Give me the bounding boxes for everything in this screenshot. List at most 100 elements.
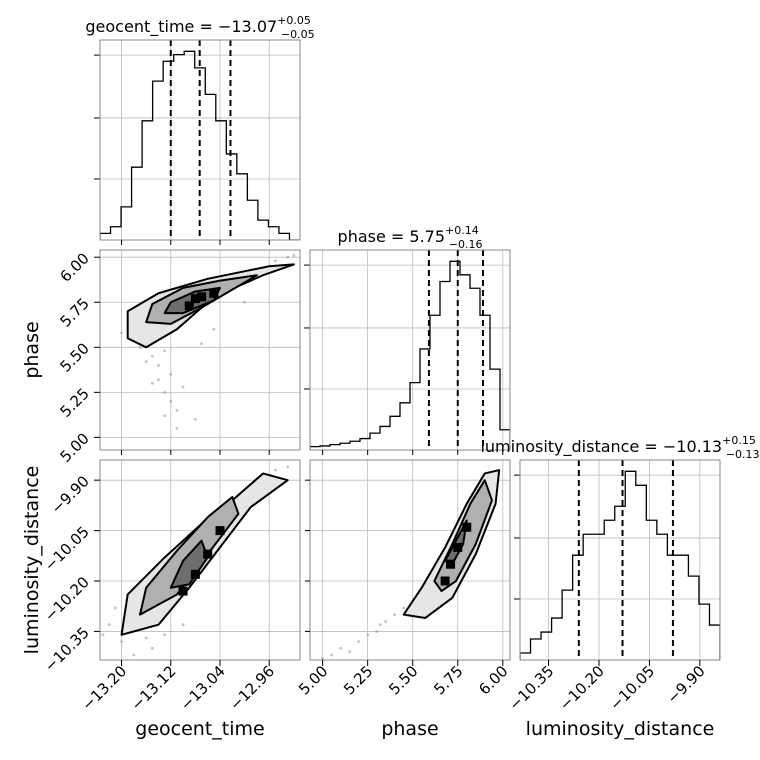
sample-point <box>169 372 173 376</box>
title-err-plus: +0.05 <box>277 14 311 27</box>
y-tick-label: 5.75 <box>56 294 92 330</box>
sample-point <box>101 633 105 637</box>
scatter-content <box>310 460 510 660</box>
scatter-content <box>100 250 300 450</box>
sample-point <box>357 640 361 643</box>
x-tick-label: 5.00 <box>295 662 331 698</box>
histogram-frame <box>309 249 511 451</box>
sample-point <box>321 656 325 660</box>
title-err-plus: +0.15 <box>722 434 756 447</box>
x-tick-label: −10.20 <box>556 662 608 714</box>
scatter-frame <box>99 249 301 451</box>
sample-point <box>144 360 148 364</box>
histogram-frame <box>99 39 301 241</box>
density-peak <box>190 294 200 304</box>
density-peak <box>178 586 188 596</box>
title-err-minus: −0.13 <box>726 448 760 461</box>
title-text: geocent_time = −13.07 <box>85 17 277 37</box>
x-tick-label: 5.25 <box>340 662 376 698</box>
sample-point <box>163 414 167 418</box>
scatter-panel-phase-luminosity_distance <box>310 460 510 660</box>
x-tick-label: 5.75 <box>430 662 466 698</box>
histogram-title: phase = 5.75+0.14 −0.16 <box>338 224 483 251</box>
sample-point <box>157 378 160 382</box>
scatter-panel-geocent_time-luminosity_distance <box>100 460 300 660</box>
sample-point <box>163 633 167 637</box>
density-peak <box>215 526 225 536</box>
sample-point <box>169 399 173 403</box>
histogram-frame <box>519 459 721 661</box>
sample-point <box>150 354 154 358</box>
title-err-minus: −0.16 <box>449 238 483 251</box>
density-peak <box>462 522 472 532</box>
title-text: phase = 5.75 <box>338 227 445 246</box>
sample-point <box>157 363 160 367</box>
x-axis-label-phase: phase <box>381 718 438 740</box>
y-tick-label: 5.25 <box>56 384 92 420</box>
title-text: luminosity_distance = −10.13 <box>480 437 722 457</box>
sample-point <box>286 465 290 469</box>
sample-point <box>384 619 388 623</box>
x-tick-label: 6.00 <box>475 662 511 698</box>
y-tick-label: −10.20 <box>41 573 93 625</box>
y-axis-label-luminosity_distance: luminosity_distance <box>21 466 43 655</box>
histogram-geocent_time <box>100 50 300 240</box>
histogram-panel-luminosity_distance: luminosity_distance = −10.13+0.15 −0.13 <box>480 434 760 660</box>
y-tick-label: 5.00 <box>56 429 92 465</box>
density-peak <box>453 542 463 552</box>
sample-point <box>150 381 154 385</box>
scatter-frame <box>99 459 301 661</box>
sample-point <box>375 630 379 633</box>
title-err-minus: −0.05 <box>281 28 315 41</box>
density-peak <box>197 292 207 302</box>
sample-point <box>200 342 203 346</box>
x-tick-label: −13.04 <box>177 662 229 714</box>
x-axis-label-luminosity_distance: luminosity_distance <box>526 718 715 740</box>
histogram-panel-geocent_time: geocent_time = −13.07+0.05 −0.05 <box>85 14 315 240</box>
y-tick-label: 5.50 <box>56 339 92 375</box>
x-tick-label: −12.96 <box>226 662 278 714</box>
sample-point <box>292 254 296 257</box>
x-tick-label: 5.50 <box>385 662 421 698</box>
y-tick-label: 6.00 <box>56 249 92 285</box>
histogram-phase <box>310 260 510 450</box>
sample-point <box>181 623 185 627</box>
sample-point <box>132 653 136 657</box>
sample-point <box>181 385 185 389</box>
y-tick-label: −10.35 <box>41 624 93 676</box>
contour-level-3 <box>169 539 209 589</box>
x-tick-label: −10.05 <box>606 662 658 714</box>
scatter-content <box>100 460 300 660</box>
scatter-frame <box>309 459 511 661</box>
density-peak <box>203 549 213 559</box>
density-peak <box>446 559 456 569</box>
sample-point <box>120 640 123 643</box>
sample-point <box>330 653 334 657</box>
histogram-luminosity_distance <box>520 470 720 660</box>
sample-point <box>193 417 197 421</box>
histogram-panel-phase: phase = 5.75+0.14 −0.16 <box>304 224 510 450</box>
sample-point <box>339 646 343 650</box>
sample-point <box>273 259 277 263</box>
y-tick-label: −9.90 <box>48 472 93 517</box>
y-tick-label: −10.05 <box>41 523 93 575</box>
histogram-title: luminosity_distance = −10.13+0.15 −0.13 <box>480 434 759 461</box>
contour-level-1 <box>126 263 295 349</box>
density-peak <box>190 569 200 579</box>
sample-point <box>175 426 179 430</box>
sample-point <box>286 255 290 259</box>
sample-point <box>366 633 370 637</box>
sample-point <box>393 613 397 617</box>
sample-point <box>348 650 352 653</box>
density-peak <box>440 576 450 586</box>
x-tick-label: −13.12 <box>128 662 180 714</box>
sample-point <box>378 623 382 627</box>
sample-point <box>402 606 406 610</box>
sample-point <box>163 390 167 394</box>
sample-point <box>243 300 247 304</box>
x-tick-label: −10.35 <box>505 662 557 714</box>
sample-point <box>163 349 167 353</box>
sample-point <box>144 636 148 640</box>
sample-point <box>150 646 154 650</box>
